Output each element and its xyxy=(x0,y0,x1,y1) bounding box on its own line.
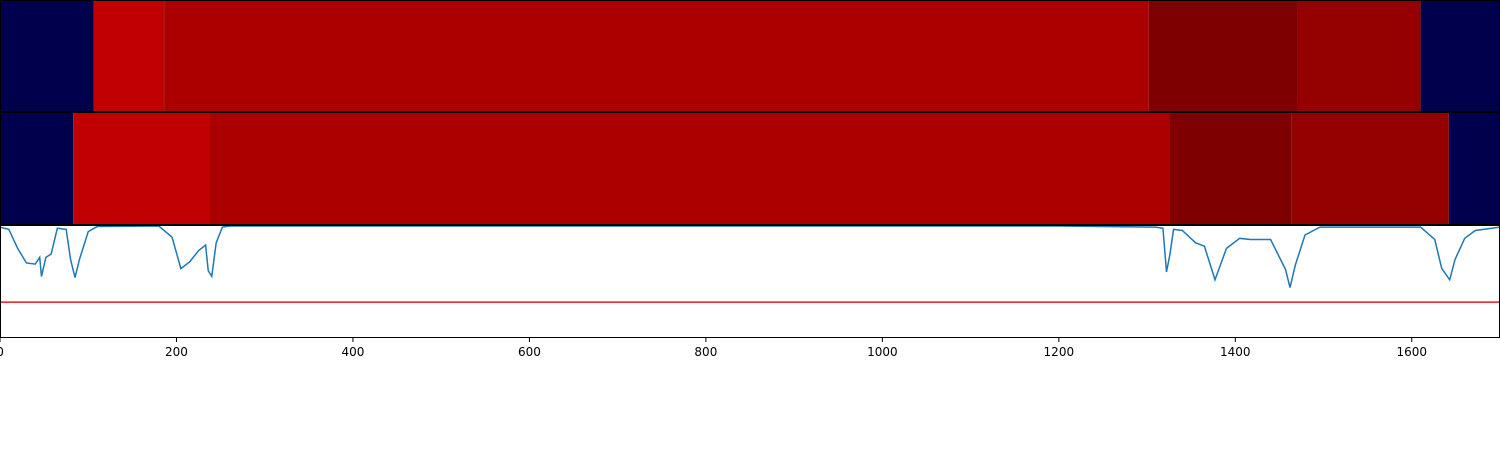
panel-frame xyxy=(0,225,1500,338)
segment xyxy=(1420,1,1500,112)
segment xyxy=(1291,113,1449,225)
x-tick-label: 800 xyxy=(694,345,717,359)
segment xyxy=(1297,1,1421,112)
x-tick-label: 600 xyxy=(518,345,541,359)
segment xyxy=(164,1,1149,112)
segment xyxy=(210,113,1170,225)
segment xyxy=(1170,113,1292,225)
segment xyxy=(1148,1,1298,112)
segment xyxy=(1448,113,1500,225)
segment xyxy=(73,113,210,225)
x-tick-label: 200 xyxy=(165,345,188,359)
x-tick-label: 1200 xyxy=(1044,345,1075,359)
data-line xyxy=(0,225,1500,288)
x-tick-label: 0 xyxy=(0,345,4,359)
segment xyxy=(0,1,94,112)
segment xyxy=(93,1,165,112)
x-tick-label: 1000 xyxy=(867,345,898,359)
x-tick-label: 1400 xyxy=(1220,345,1251,359)
segment xyxy=(0,113,74,225)
x-tick-label: 400 xyxy=(341,345,364,359)
x-tick-label: 1600 xyxy=(1396,345,1427,359)
